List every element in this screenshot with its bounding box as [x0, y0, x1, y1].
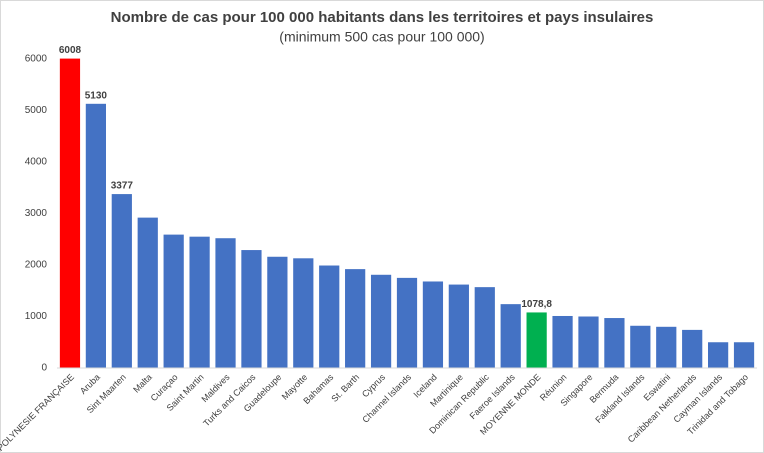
y-tick-label: 5000	[25, 105, 48, 116]
bar	[604, 318, 625, 368]
chart-title: Nombre de cas pour 100 000 habitants dan…	[111, 9, 654, 26]
bar	[656, 326, 677, 368]
bar	[578, 316, 599, 368]
bar	[267, 256, 288, 368]
bar	[422, 281, 444, 368]
bar	[345, 269, 366, 368]
bar	[293, 258, 314, 368]
bar	[163, 234, 184, 368]
value-label: 3377	[111, 181, 134, 192]
bar	[526, 312, 547, 368]
bar	[111, 194, 132, 368]
bar	[500, 304, 521, 368]
bar	[448, 284, 469, 368]
bar	[682, 329, 703, 368]
y-tick-label: 3000	[25, 208, 48, 219]
bar	[396, 277, 418, 368]
y-tick-label: 0	[41, 363, 47, 374]
value-label: 1078,8	[521, 299, 552, 310]
chart-subtitle: (minimum 500 cas pour 100 000)	[279, 29, 484, 45]
y-tick-label: 2000	[25, 260, 48, 271]
y-tick-label: 6000	[25, 54, 48, 65]
y-tick-label: 1000	[25, 311, 48, 322]
bar	[319, 265, 340, 368]
bar	[552, 315, 573, 368]
bar	[733, 342, 755, 368]
bar	[59, 58, 81, 368]
bar	[241, 250, 262, 368]
bar	[189, 236, 210, 368]
bar	[708, 342, 729, 368]
bar	[85, 103, 106, 369]
bar	[474, 287, 495, 368]
bar	[370, 274, 392, 368]
bar	[215, 238, 236, 368]
bar	[630, 325, 651, 368]
y-tick-label: 4000	[25, 157, 48, 168]
bar	[137, 217, 158, 368]
value-label: 5130	[85, 90, 108, 101]
value-label: 6008	[59, 45, 82, 56]
